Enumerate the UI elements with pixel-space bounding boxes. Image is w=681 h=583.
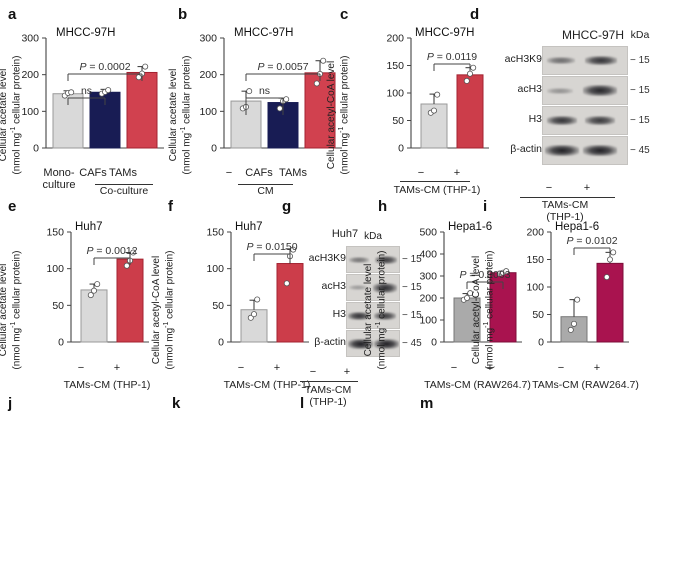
svg-text:200: 200 [386,33,404,45]
svg-text:50: 50 [532,309,544,321]
svg-text:0: 0 [398,143,404,155]
svg-text:50: 50 [52,300,64,312]
svg-text:50: 50 [392,115,404,127]
svg-text:Hepa1-6: Hepa1-6 [448,221,492,233]
svg-text:0: 0 [211,143,217,155]
svg-text:Huh7: Huh7 [235,221,263,233]
svg-text:100: 100 [206,263,224,275]
svg-text:P = 0.0012: P = 0.0012 [86,245,137,257]
svg-text:ns: ns [259,85,270,97]
svg-text:P = 0.0102: P = 0.0102 [566,235,617,247]
svg-text:0: 0 [538,337,544,349]
svg-text:100: 100 [419,315,437,327]
svg-text:P = 0.0057: P = 0.0057 [257,61,308,73]
svg-text:MHCC-97H: MHCC-97H [234,27,293,39]
svg-text:150: 150 [46,227,64,239]
svg-text:150: 150 [386,60,404,72]
svg-text:P = 0.0119: P = 0.0119 [427,51,477,63]
svg-text:200: 200 [526,227,544,239]
svg-text:100: 100 [199,106,217,118]
svg-text:100: 100 [386,88,404,100]
svg-text:0: 0 [431,337,437,349]
svg-text:100: 100 [526,282,544,294]
svg-text:200: 200 [419,293,437,305]
svg-text:MHCC-97H: MHCC-97H [56,27,115,39]
svg-text:P = 0.0002: P = 0.0002 [79,61,130,73]
svg-text:0: 0 [33,143,39,155]
svg-text:300: 300 [199,33,217,45]
svg-text:50: 50 [212,300,224,312]
svg-text:Huh7: Huh7 [75,221,103,233]
svg-text:200: 200 [199,69,217,81]
svg-text:150: 150 [526,254,544,266]
svg-text:400: 400 [419,249,437,261]
svg-text:P = 0.0150: P = 0.0150 [246,241,297,253]
svg-text:MHCC-97H: MHCC-97H [415,27,474,39]
svg-text:300: 300 [21,33,39,45]
svg-text:500: 500 [419,227,437,239]
svg-text:ns: ns [81,85,92,97]
svg-text:300: 300 [419,271,437,283]
svg-text:100: 100 [21,106,39,118]
svg-text:0: 0 [58,337,64,349]
svg-text:0: 0 [218,337,224,349]
svg-text:200: 200 [21,69,39,81]
svg-text:Hepa1-6: Hepa1-6 [555,221,599,233]
svg-text:150: 150 [206,227,224,239]
svg-text:100: 100 [46,263,64,275]
